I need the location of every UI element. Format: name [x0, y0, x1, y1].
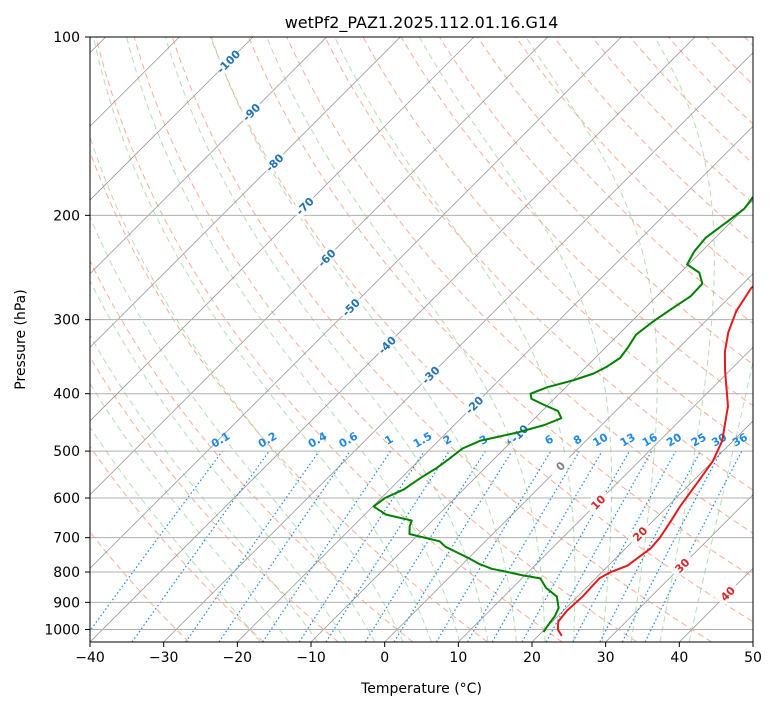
x-tick-label: 40 — [670, 650, 688, 666]
y-tick-label: 600 — [53, 491, 80, 507]
x-tick-label: 30 — [597, 650, 615, 666]
x-tick-label: −10 — [296, 650, 326, 666]
y-tick-label: 500 — [53, 444, 80, 460]
y-tick-label: 100 — [53, 30, 80, 46]
x-tick-label: −30 — [149, 650, 179, 666]
y-tick-label: 300 — [53, 313, 80, 329]
x-tick-label: −40 — [75, 650, 105, 666]
y-axis-label: Pressure (hPa) — [13, 289, 29, 389]
y-tick-label: 400 — [53, 387, 80, 403]
x-tick-label: 50 — [744, 650, 762, 666]
y-tick-label: 700 — [53, 531, 80, 547]
x-tick-label: −20 — [223, 650, 253, 666]
y-tick-label: 800 — [53, 565, 80, 581]
x-axis-label: Temperature (°C) — [360, 681, 482, 697]
y-tick-label: 1000 — [44, 622, 80, 638]
x-tick-label: 10 — [449, 650, 467, 666]
x-tick-label: 20 — [523, 650, 541, 666]
x-tick-label: 0 — [380, 650, 389, 666]
y-tick-label: 200 — [53, 208, 80, 224]
chart-title: wetPf2_PAZ1.2025.112.01.16.G14 — [285, 13, 559, 33]
y-tick-label: 900 — [53, 595, 80, 611]
